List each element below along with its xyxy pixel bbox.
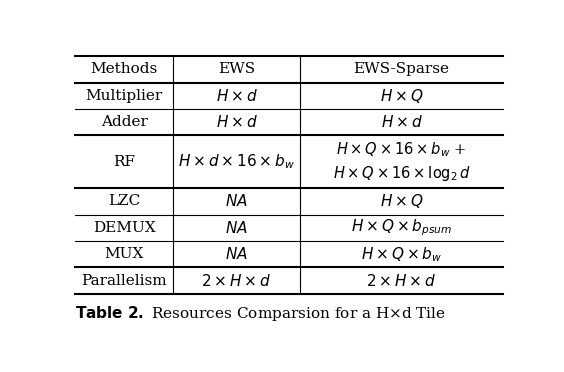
Text: $H \times d \times 16 \times b_w$: $H \times d \times 16 \times b_w$ (178, 153, 295, 171)
Text: DEMUX: DEMUX (92, 221, 156, 235)
Text: MUX: MUX (104, 247, 144, 261)
Text: $2 \times H \times d$: $2 \times H \times d$ (201, 273, 272, 289)
Text: $H \times Q \times 16 \times b_w$ +: $H \times Q \times 16 \times b_w$ + (336, 141, 467, 160)
Text: Adder: Adder (100, 115, 147, 129)
Text: Multiplier: Multiplier (85, 89, 162, 103)
Text: LZC: LZC (108, 195, 140, 208)
Text: Parallelism: Parallelism (81, 274, 167, 288)
Text: $H \times d$: $H \times d$ (215, 88, 258, 104)
Text: EWS-Sparse: EWS-Sparse (354, 62, 450, 76)
Text: $H \times Q$: $H \times Q$ (380, 192, 424, 211)
Text: $H \times Q$: $H \times Q$ (380, 87, 424, 105)
Text: $H \times d$: $H \times d$ (381, 114, 422, 130)
Text: $H \times Q \times b_w$: $H \times Q \times b_w$ (361, 245, 442, 264)
Text: $H \times Q \times 16 \times \log_2 d$: $H \times Q \times 16 \times \log_2 d$ (333, 164, 471, 183)
Text: Methods: Methods (90, 62, 158, 76)
Text: $\mathbf{Table\ 2.}$ Resources Comparsion for a H×d Tile: $\mathbf{Table\ 2.}$ Resources Comparsio… (75, 304, 446, 323)
Text: RF: RF (113, 155, 135, 169)
Text: $H \times Q \times b_{psum}$: $H \times Q \times b_{psum}$ (351, 218, 452, 238)
Text: $NA$: $NA$ (225, 193, 248, 209)
Text: $NA$: $NA$ (225, 220, 248, 236)
Text: EWS: EWS (218, 62, 255, 76)
Text: $NA$: $NA$ (225, 246, 248, 262)
Text: $H \times d$: $H \times d$ (215, 114, 258, 130)
Text: $2 \times H \times d$: $2 \times H \times d$ (367, 273, 437, 289)
